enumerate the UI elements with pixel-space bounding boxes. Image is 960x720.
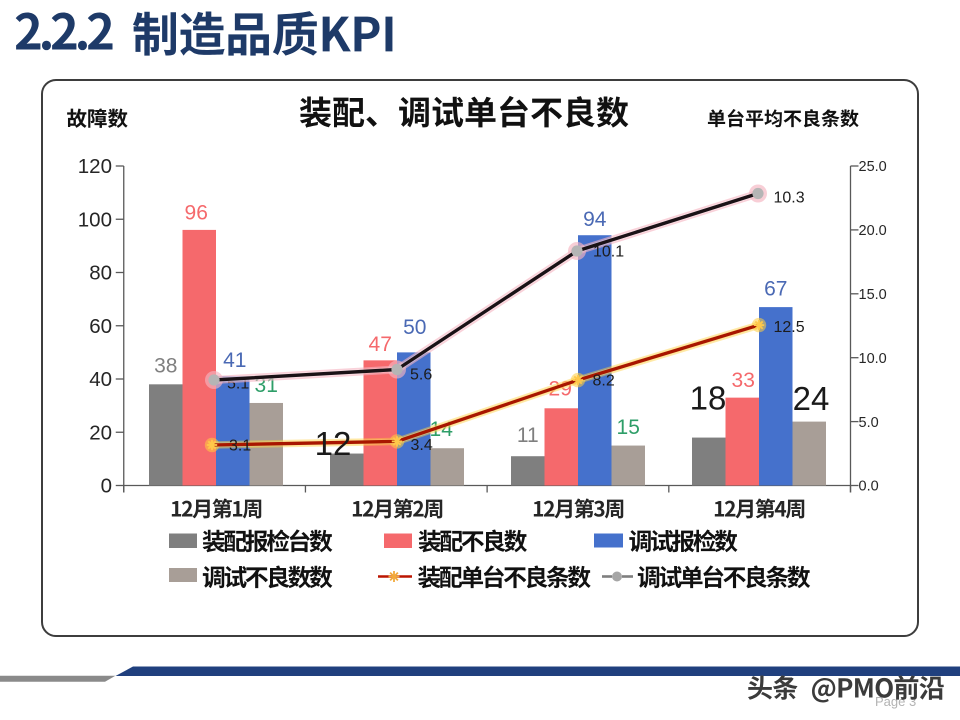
svg-text:15: 15	[617, 416, 640, 439]
svg-text:0.0: 0.0	[859, 479, 879, 495]
svg-text:41: 41	[223, 349, 246, 372]
svg-text:20: 20	[89, 421, 112, 444]
svg-text:80: 80	[89, 262, 112, 285]
svg-text:0: 0	[101, 475, 112, 498]
svg-text:100: 100	[78, 208, 112, 231]
svg-text:18: 18	[690, 380, 727, 417]
svg-text:5.0: 5.0	[859, 415, 879, 431]
svg-text:5.6: 5.6	[410, 367, 432, 384]
svg-text:94: 94	[583, 208, 607, 231]
svg-text:10.0: 10.0	[859, 351, 887, 367]
svg-text:25.0: 25.0	[859, 159, 887, 175]
svg-text:11: 11	[517, 424, 539, 447]
svg-text:20.0: 20.0	[859, 223, 887, 239]
svg-text:50: 50	[403, 316, 426, 339]
svg-text:40: 40	[89, 368, 112, 391]
svg-text:38: 38	[154, 355, 177, 378]
svg-text:10.1: 10.1	[593, 244, 624, 261]
svg-text:120: 120	[78, 155, 112, 178]
svg-text:8.2: 8.2	[593, 373, 615, 390]
svg-text:3.4: 3.4	[411, 437, 433, 454]
svg-text:47: 47	[369, 333, 392, 356]
svg-text:3.1: 3.1	[229, 438, 251, 455]
svg-text:96: 96	[185, 202, 208, 225]
svg-text:10.3: 10.3	[774, 190, 805, 207]
svg-text:33: 33	[732, 369, 755, 392]
svg-text:60: 60	[89, 315, 112, 338]
svg-text:12.5: 12.5	[774, 319, 805, 336]
svg-text:24: 24	[793, 380, 830, 417]
svg-text:67: 67	[764, 278, 787, 301]
svg-text:15.0: 15.0	[859, 287, 887, 303]
svg-text:12: 12	[315, 425, 352, 462]
